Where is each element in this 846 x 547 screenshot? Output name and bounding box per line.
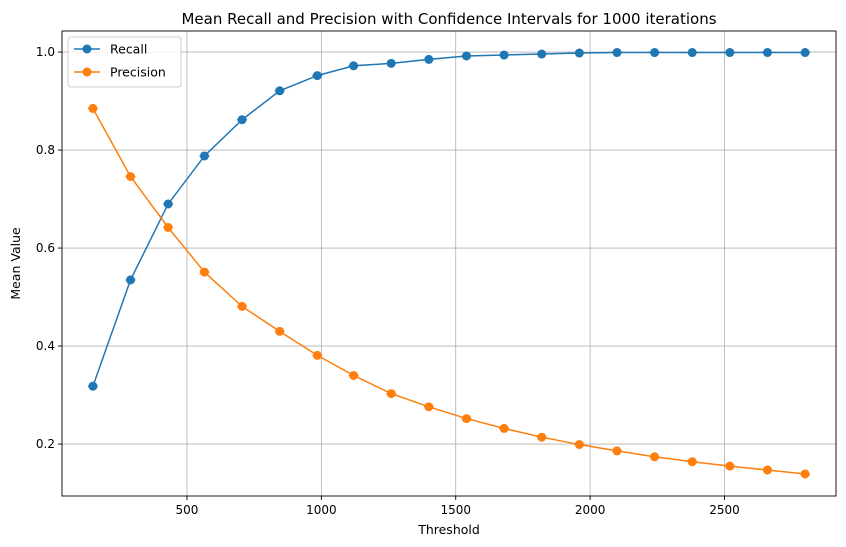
recall-point	[275, 86, 284, 95]
precision-point	[349, 371, 358, 380]
precision-point	[387, 389, 396, 398]
recall-point	[612, 48, 621, 57]
plot-frame	[62, 31, 836, 496]
recall-point	[164, 199, 173, 208]
precision-point	[500, 424, 509, 433]
series-layer	[88, 48, 810, 478]
precision-point	[575, 440, 584, 449]
recall-point	[238, 115, 247, 124]
precision-point	[238, 302, 247, 311]
grid	[62, 31, 836, 496]
x-tick-label: 1000	[306, 503, 337, 517]
y-tick-label: 0.8	[36, 143, 55, 157]
legend-label-precision: Precision	[110, 65, 166, 80]
precision-point	[275, 327, 284, 336]
precision-point	[462, 414, 471, 423]
recall-point	[387, 59, 396, 68]
chart-title: Mean Recall and Precision with Confidenc…	[181, 10, 716, 28]
recall-point	[537, 50, 546, 59]
y-tick-label: 0.6	[36, 241, 55, 255]
precision-point	[88, 104, 97, 113]
y-axis-label: Mean Value	[8, 227, 23, 300]
precision-point	[725, 462, 734, 471]
recall-point	[126, 275, 135, 284]
ticks: 500 1000 1500 2000 2500 0.2 0.4 0.6 0.8 1.0	[36, 45, 740, 517]
legend-marker-precision	[83, 68, 92, 77]
recall-line	[93, 53, 805, 387]
recall-point	[424, 55, 433, 64]
y-tick-label: 0.2	[36, 437, 55, 451]
precision-point	[126, 172, 135, 181]
precision-point	[612, 446, 621, 455]
precision-point	[537, 433, 546, 442]
precision-point	[164, 223, 173, 232]
recall-point	[500, 51, 509, 60]
precision-point	[650, 452, 659, 461]
x-tick-label: 1500	[440, 503, 471, 517]
y-tick-label: 1.0	[36, 45, 55, 59]
legend: Recall Precision	[68, 37, 181, 87]
precision-point	[763, 466, 772, 475]
y-tick-label: 0.4	[36, 339, 55, 353]
recall-point	[725, 48, 734, 57]
recall-point	[349, 61, 358, 70]
precision-point	[313, 351, 322, 360]
x-axis-label: Threshold	[417, 522, 480, 537]
recall-point	[575, 49, 584, 58]
precision-point	[688, 457, 697, 466]
recall-point	[462, 51, 471, 60]
recall-series	[88, 48, 810, 391]
x-tick-label: 2500	[709, 503, 740, 517]
recall-point	[688, 48, 697, 57]
x-tick-label: 2000	[575, 503, 606, 517]
x-tick-label: 500	[176, 503, 199, 517]
legend-label-recall: Recall	[110, 42, 147, 57]
recall-point	[200, 151, 209, 160]
precision-point	[424, 402, 433, 411]
recall-point	[801, 48, 810, 57]
legend-marker-recall	[83, 45, 92, 54]
precision-series	[88, 104, 810, 479]
recall-point	[313, 71, 322, 80]
recall-point	[88, 382, 97, 391]
recall-point	[650, 48, 659, 57]
precision-point	[200, 268, 209, 277]
recall-point	[763, 48, 772, 57]
precision-point	[801, 469, 810, 478]
